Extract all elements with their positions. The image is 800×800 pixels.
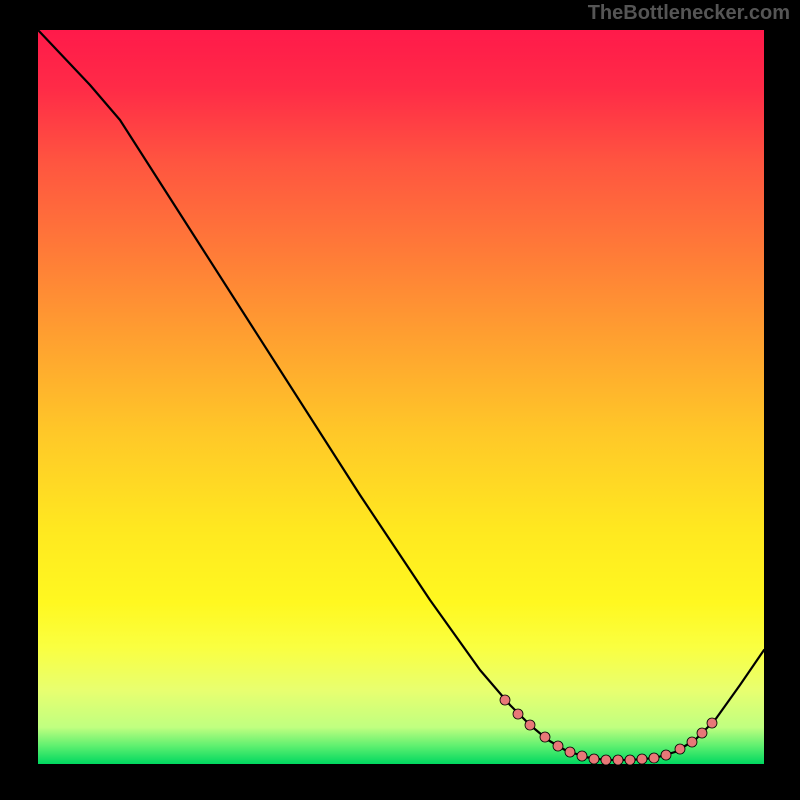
watermark-text: TheBottlenecker.com	[588, 2, 790, 25]
curve-marker	[649, 753, 659, 763]
curve-marker	[525, 720, 535, 730]
curve-marker	[637, 754, 647, 764]
curve-marker	[687, 737, 697, 747]
curve-marker	[589, 754, 599, 764]
curve-marker	[625, 755, 635, 765]
curve-marker	[707, 718, 717, 728]
plot-background	[38, 30, 764, 764]
curve-marker	[553, 741, 563, 751]
curve-marker	[577, 751, 587, 761]
chart-container: TheBottlenecker.com	[0, 0, 800, 800]
curve-marker	[601, 755, 611, 765]
curve-marker	[500, 695, 510, 705]
curve-marker	[675, 744, 685, 754]
curve-marker	[565, 747, 575, 757]
curve-marker	[697, 728, 707, 738]
curve-marker	[513, 709, 523, 719]
chart-svg	[0, 0, 800, 800]
curve-marker	[661, 750, 671, 760]
curve-marker	[613, 755, 623, 765]
curve-marker	[540, 732, 550, 742]
